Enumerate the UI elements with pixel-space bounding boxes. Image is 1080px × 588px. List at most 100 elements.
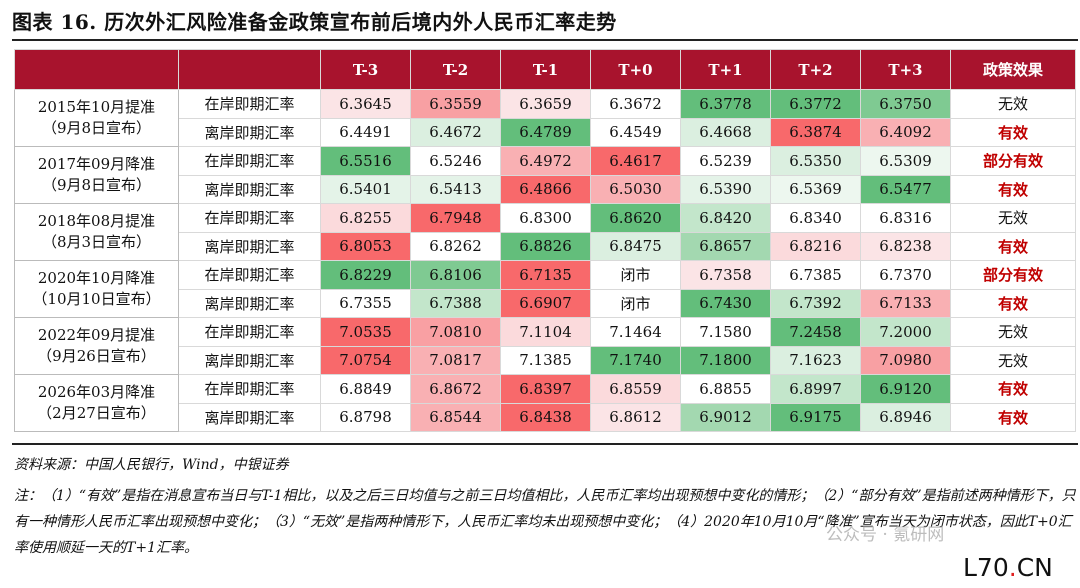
rate-value-cell: 7.1104 (500, 317, 591, 347)
announce-date: （9月8日宣布） (41, 119, 152, 137)
header-t-plus-0: T+0 (590, 49, 681, 90)
event-label: 2015年10月提准 (37, 98, 156, 116)
event-cell: 2015年10月提准 （9月8日宣布） (14, 89, 179, 147)
rate-value-cell: 7.1623 (770, 345, 861, 375)
rate-value-cell: 7.0817 (410, 345, 501, 375)
rate-value-cell: 6.8262 (410, 231, 501, 261)
policy-effect-cell: 有效 (950, 117, 1076, 147)
rate-value-cell: 6.5401 (320, 174, 411, 204)
rate-value-cell: 6.7392 (770, 288, 861, 318)
rate-type-cell: 在岸即期汇率 (178, 317, 321, 347)
rate-value-cell: 6.4549 (590, 117, 681, 147)
header-t-plus-3: T+3 (860, 49, 951, 90)
announce-date: （10月10日宣布） (32, 290, 161, 308)
event-label: 2017年09月降准 (37, 155, 156, 173)
rate-value-cell: 7.1464 (590, 317, 681, 347)
table-row: 2020年10月降准 （10月10日宣布） 在岸即期汇率 6.8229 6.8106 6.… (14, 260, 1076, 318)
footnote: 注：（1）“有效”是指在消息宣布当日与T-1相比，以及之后三日均值与之前三日均值… (14, 488, 1076, 556)
policy-effect-cell: 无效 (950, 89, 1076, 119)
rate-value-cell: 6.5516 (320, 146, 411, 176)
rate-value-cell: 7.1385 (500, 345, 591, 375)
policy-effect-cell: 部分有效 (950, 146, 1076, 176)
rate-value-cell: 6.6907 (500, 288, 591, 318)
policy-effect-cell: 有效 (950, 174, 1076, 204)
header-blank-type (178, 49, 321, 90)
header-t-plus-1: T+1 (680, 49, 771, 90)
logo-tail: CN (1016, 553, 1053, 582)
policy-effect-cell: 有效 (950, 288, 1076, 318)
rate-value-cell: 6.8559 (590, 374, 681, 404)
rate-value-cell: 6.8316 (860, 203, 951, 233)
source-note: 资料来源：中国人民银行，Wind，中银证券 (14, 457, 289, 473)
watermark: 公众号 · 氪研网 (826, 525, 945, 545)
table-row: 2017年09月降准 （9月8日宣布） 在岸即期汇率 6.5516 6.5246 6.49… (14, 146, 1076, 204)
rate-value-cell: 6.8826 (500, 231, 591, 261)
rate-value-cell: 6.5369 (770, 174, 861, 204)
rate-type-cell: 在岸即期汇率 (178, 89, 321, 119)
rate-value-cell: 6.8612 (590, 402, 681, 432)
rate-value-cell: 6.3659 (500, 89, 591, 119)
policy-effect-cell: 部分有效 (950, 260, 1076, 290)
rate-value-cell: 6.3778 (680, 89, 771, 119)
rate-value-cell: 7.1800 (680, 345, 771, 375)
rate-value-cell: 6.4866 (500, 174, 591, 204)
rate-value-cell: 6.8798 (320, 402, 411, 432)
rate-value-cell: 6.7430 (680, 288, 771, 318)
rate-value-cell: 6.8397 (500, 374, 591, 404)
rate-value-cell: 6.8420 (680, 203, 771, 233)
rate-value-cell: 6.5413 (410, 174, 501, 204)
table-body: 2015年10月提准 （9月8日宣布） 在岸即期汇率 6.3645 6.3559 6.36… (14, 89, 1076, 432)
announce-date: （2月27日宣布） (37, 404, 156, 422)
rate-value-cell: 6.8475 (590, 231, 681, 261)
rate-value-cell: 6.8106 (410, 260, 501, 290)
rate-value-cell: 7.2458 (770, 317, 861, 347)
announce-date: （9月8日宣布） (41, 176, 152, 194)
rate-type-cell: 离岸即期汇率 (178, 345, 321, 375)
rate-value-cell: 6.5239 (680, 146, 771, 176)
rate-value-cell: 6.4789 (500, 117, 591, 147)
rate-value-cell: 6.8238 (860, 231, 951, 261)
policy-effect-cell: 无效 (950, 203, 1076, 233)
policy-effect-cell: 有效 (950, 402, 1076, 432)
rate-value-cell: 6.8216 (770, 231, 861, 261)
rate-value-cell: 6.5309 (860, 146, 951, 176)
logo-main: L70 (963, 553, 1009, 582)
rate-value-cell: 6.5246 (410, 146, 501, 176)
announce-date: （9月26日宣布） (37, 347, 156, 365)
rate-value-cell: 6.4972 (500, 146, 591, 176)
rate-value-cell: 6.7358 (680, 260, 771, 290)
event-label: 2022年09月提准 (37, 326, 156, 344)
rate-type-cell: 离岸即期汇率 (178, 402, 321, 432)
rate-value-cell: 6.4617 (590, 146, 681, 176)
figure-title: 图表 16. 历次外汇风险准备金政策宣布前后境内外人民币汇率走势 (12, 10, 617, 34)
table-row: 离岸即期汇率 6.5401 6.5413 6.4866 6.5030 6.5390 6.53… (15, 174, 1076, 204)
event-label: 2020年10月降准 (37, 269, 156, 287)
header-t-minus-3: T-3 (320, 49, 411, 90)
rate-value-cell: 6.8997 (770, 374, 861, 404)
rate-value-cell: 6.3672 (590, 89, 681, 119)
table-row: 2022年09月提准 （9月26日宣布） 在岸即期汇率 7.0535 7.0810 7.1… (14, 317, 1076, 375)
table-row: 离岸即期汇率 7.0754 7.0817 7.1385 7.1740 7.1800 7.16… (15, 345, 1076, 375)
event-cell: 2020年10月降准 （10月10日宣布） (14, 260, 179, 318)
rate-type-cell: 在岸即期汇率 (178, 203, 321, 233)
rate-value-cell: 6.3559 (410, 89, 501, 119)
rate-value-cell: 6.8229 (320, 260, 411, 290)
rate-value-cell: 6.8300 (500, 203, 591, 233)
table-row: 离岸即期汇率 6.4491 6.4672 6.4789 6.4549 6.4668 6.38… (15, 117, 1076, 147)
rate-value-cell: 6.8340 (770, 203, 861, 233)
rate-type-cell: 在岸即期汇率 (178, 260, 321, 290)
rate-value-cell: 6.8620 (590, 203, 681, 233)
rate-value-cell: 6.8946 (860, 402, 951, 432)
rate-value-cell: 6.8438 (500, 402, 591, 432)
rate-value-cell: 6.8053 (320, 231, 411, 261)
rate-value-cell: 7.0810 (410, 317, 501, 347)
policy-effect-cell: 无效 (950, 317, 1076, 347)
rate-value-cell: 6.5030 (590, 174, 681, 204)
rate-value-cell: 6.8544 (410, 402, 501, 432)
header-blank-event (14, 49, 179, 90)
rate-value-cell: 6.3874 (770, 117, 861, 147)
policy-effect-cell: 有效 (950, 374, 1076, 404)
exchange-rate-table: T-3 T-2 T-1 T+0 T+1 T+2 T+3 政策效果 2015年10… (14, 49, 1076, 432)
rate-value-cell: 7.0980 (860, 345, 951, 375)
header-t-plus-2: T+2 (770, 49, 861, 90)
